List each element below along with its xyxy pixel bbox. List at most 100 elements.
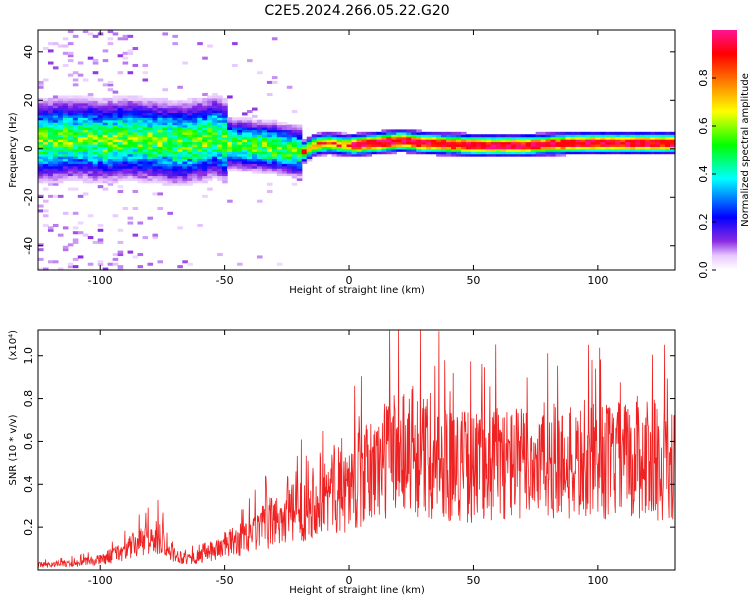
spectrogram-cell [38, 85, 44, 89]
spectrogram-cell [261, 134, 268, 138]
spectrogram-cell [52, 223, 59, 227]
spectrogram-cell [242, 158, 248, 162]
spectrogram-cell [446, 143, 452, 147]
spectrogram-cell [97, 119, 104, 123]
spectrogram-cell [38, 117, 44, 121]
spectrogram-cell [650, 141, 656, 145]
spectrogram-cell [147, 114, 154, 118]
spectrogram-cell [237, 163, 243, 167]
spectrogram-cell [107, 37, 114, 41]
colorbar-tick-label: 0.2 [697, 213, 710, 231]
spectrogram-cell [107, 165, 114, 169]
spectrogram-cell [431, 151, 437, 155]
spectrogram-cell [217, 173, 223, 177]
spectrogram-cell [227, 136, 233, 140]
spectrogram-cell [217, 151, 223, 155]
spectrogram-cell [77, 146, 84, 150]
spectrogram-cell [615, 148, 621, 152]
spectrogram-cell [431, 131, 437, 135]
spectrogram-cell [465, 146, 472, 150]
spectrogram-cell [271, 136, 278, 140]
spectrogram-cell [451, 143, 457, 147]
spectrogram-cell [266, 170, 273, 174]
spectrogram-cell [217, 175, 223, 179]
spectrogram-cell [615, 136, 621, 140]
spectrogram-cell [167, 148, 173, 152]
spectrogram-cell [132, 63, 139, 67]
spectrogram-cell [187, 131, 193, 135]
spectrogram-cell [142, 117, 149, 121]
spectrogram-cell [222, 163, 228, 167]
spectrogram-cell [127, 158, 134, 162]
spectrogram-cell [157, 173, 164, 177]
spectrogram-cell [167, 163, 173, 167]
spectrogram-cell [291, 170, 298, 174]
spectrogram-cell [62, 97, 69, 101]
spectrogram-cell [197, 107, 203, 111]
spectrogram-cell [232, 141, 238, 145]
spectrogram-cell [311, 136, 318, 140]
spectrogram-cell [42, 223, 49, 227]
spectrogram-cell [62, 175, 69, 179]
spectrogram-cell [207, 168, 213, 172]
spectrogram-cell [87, 134, 94, 138]
spectrogram-cell [62, 160, 69, 164]
spectrogram-cell [77, 175, 84, 179]
spectrogram-cell [192, 180, 198, 184]
spectrogram-cell [187, 97, 193, 101]
spectrogram-cell [217, 126, 223, 130]
spectrogram-cell [620, 148, 626, 152]
spectrogram-cell [152, 97, 159, 101]
spectrogram-cell [177, 124, 183, 128]
spectrogram-cell [321, 146, 328, 150]
spectrogram-cell [232, 139, 238, 143]
spectrogram-cell [217, 158, 223, 162]
spectrogram-cell [182, 158, 188, 162]
spectrogram-cell [202, 143, 208, 147]
spectrogram-cell [605, 134, 611, 138]
spectrogram-cell [266, 182, 273, 186]
spectrogram-cell [665, 139, 671, 143]
spectrogram-cell [386, 141, 392, 145]
spectrogram-cell [286, 136, 293, 140]
spectrogram-cell [660, 131, 666, 135]
spectrogram-cell [436, 153, 442, 157]
spectrogram-cell [42, 160, 49, 164]
spectrogram-cell [152, 168, 159, 172]
spectrogram-cell [197, 148, 203, 152]
spectrogram-cell [152, 112, 159, 116]
spectrogram-cell [67, 59, 74, 63]
spectrogram-cell [162, 146, 168, 150]
spectrogram-cell [291, 168, 298, 172]
spectrogram-cell [187, 122, 193, 126]
spectrogram-cell [550, 143, 557, 147]
spectrogram-cell [655, 141, 661, 145]
spectrogram-cell [182, 105, 188, 109]
spectrogram-cell [630, 131, 636, 135]
spectrogram-cell [575, 136, 582, 140]
spectrogram-cell [72, 95, 79, 99]
spectrogram-cell [87, 148, 94, 152]
spectrogram-cell [237, 160, 243, 164]
spectrogram-cell [187, 134, 193, 138]
spectrogram-cell [157, 141, 164, 145]
spectrogram-cell [67, 129, 74, 133]
spectrogram-cell [122, 175, 129, 179]
spectrogram-cell [142, 168, 149, 172]
spectrogram-cell [102, 156, 109, 160]
spectrogram-cell [565, 148, 572, 152]
spectrogram-cell [670, 148, 676, 152]
spectrogram-cell [177, 170, 183, 174]
spectrogram-cell [127, 146, 134, 150]
spectrogram-cell [645, 148, 651, 152]
spectrogram-cell [122, 117, 129, 121]
spectrogram-cell [42, 139, 49, 143]
spectrogram-cell [256, 165, 263, 169]
spectrogram-cell [102, 139, 109, 143]
spectrogram-cell [421, 134, 427, 138]
spectrogram-cell [117, 160, 124, 164]
spectrogram-cell [172, 173, 178, 177]
spectrogram-cell [376, 134, 382, 138]
spectrogram-cell [152, 160, 159, 164]
spectrogram-cell [515, 139, 522, 143]
